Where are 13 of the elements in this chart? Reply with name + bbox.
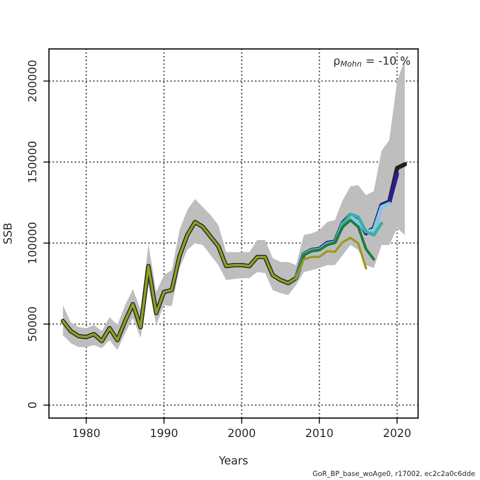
annotation: ρ$_{Mohn}$ = -10 % [334,56,410,67]
x-tick-label: 2010 [306,428,333,438]
y-tick-label: 150000 [28,142,36,182]
x-tick-label: 1990 [151,428,178,438]
x-tick-label: 2020 [384,428,410,438]
x-tick-label: 2000 [228,428,256,438]
y-tick-label: 200000 [28,60,36,102]
y-tick-label: 50000 [28,307,36,341]
x-tick-label: 1980 [73,428,100,438]
x-axis-title: Years [218,456,248,465]
y-tick-label: 100000 [28,222,36,264]
y-tick-label: 0 [28,402,36,408]
y-axis-title: SSB [3,223,12,244]
